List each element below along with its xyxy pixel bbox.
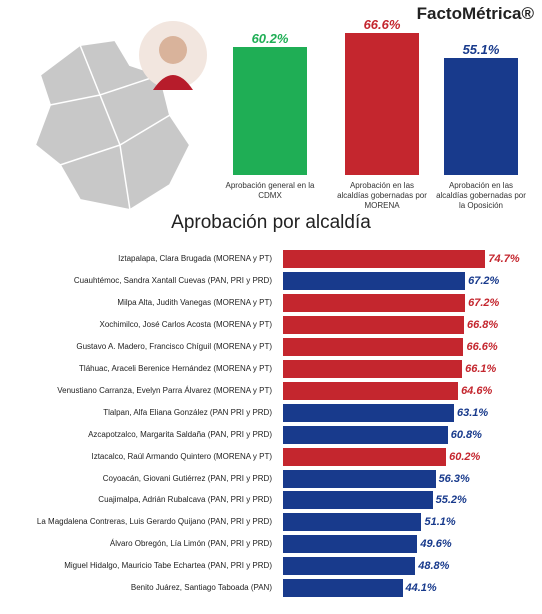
category-label: Cuauhtémoc, Sandra Xantall Cuevas (PAN, … (73, 275, 272, 285)
brand: FactoMétrica® (416, 4, 534, 23)
category-label: Xochimilco, José Carlos Acosta (MORENA y… (99, 319, 273, 329)
category-label: Aprobación en las alcaldías gobernadas p… (436, 181, 526, 210)
bar (283, 271, 466, 290)
category-label: Miguel Hidalgo, Mauricio Tabe Echartea (… (64, 561, 272, 571)
value-label: 60.2% (449, 450, 481, 463)
value-label: 63.1% (457, 406, 489, 419)
category-label: Coyoacán, Giovani Gutiérrez (PAN, PRI y … (102, 473, 272, 483)
bar (283, 337, 464, 356)
bar (283, 557, 416, 576)
bar (444, 57, 518, 175)
bar (283, 359, 463, 378)
bar (283, 513, 422, 532)
category-label: Cuajimalpa, Adrián Rubalcava (PAN, PRI y… (98, 495, 272, 505)
category-label: Benito Juárez, Santiago Taboada (PAN) (130, 583, 272, 593)
value-label: 49.6% (420, 538, 452, 551)
bar (283, 579, 403, 598)
value-label: 60.8% (450, 428, 482, 441)
value-label: 60.2% (251, 30, 289, 46)
category-label: La Magdalena Contreras, Luis Gerardo Qui… (36, 517, 272, 527)
bar (283, 315, 465, 334)
bar (283, 250, 486, 268)
bar (283, 447, 447, 466)
value-label: 44.1% (405, 582, 437, 595)
bar (283, 535, 418, 554)
value-label: 56.3% (438, 472, 470, 485)
value-label: 66.6% (466, 340, 498, 353)
value-label: 67.2% (468, 274, 500, 287)
bar (283, 491, 433, 510)
category-label: Aprobación en las alcaldías gobernadas p… (337, 181, 427, 210)
value-label: 55.2% (435, 494, 467, 507)
bar (283, 293, 466, 312)
value-label: 48.8% (418, 560, 450, 573)
bar (233, 46, 307, 175)
value-label: 64.6% (461, 384, 493, 397)
category-label: Iztapalapa, Clara Brugada (MORENA y PT) (118, 254, 272, 263)
category-label: Milpa Alta, Judith Vanegas (MORENA y PT) (117, 297, 272, 307)
category-label: Azcapotzalco, Margarita Saldaña (PAN, PR… (88, 429, 272, 439)
portrait (139, 21, 207, 90)
bar (283, 381, 459, 400)
value-label: 66.8% (467, 318, 499, 331)
map (33, 38, 192, 212)
category-label: Tlalpan, Alfa Eliana González (PAN PRI y… (103, 407, 272, 417)
bar (345, 33, 419, 175)
bar (283, 469, 436, 488)
value-label: 66.6% (363, 17, 401, 33)
category-label: Iztacalco, Raúl Armando Quintero (MORENA… (91, 451, 272, 461)
value-label: 67.2% (468, 296, 500, 309)
value-label: 74.7% (488, 253, 520, 265)
category-label: Tláhuac, Araceli Berenice Hernández (MOR… (79, 363, 272, 373)
category-label: Aprobación general en la CDMX (225, 181, 315, 200)
bar (283, 425, 448, 444)
chart-title: Aprobación por alcaldía (171, 212, 371, 233)
value-label: 66.1% (465, 362, 497, 375)
category-label: Álvaro Obregón, Lía Limón (PAN, PRI y PR… (109, 539, 272, 549)
value-label: 51.1% (424, 516, 456, 529)
value-label: 55.1% (462, 41, 500, 57)
bar (283, 403, 454, 422)
category-label: Venustiano Carranza, Evelyn Parra Álvare… (57, 385, 272, 395)
category-label: Gustavo A. Madero, Francisco Chíguil (MO… (76, 341, 272, 351)
